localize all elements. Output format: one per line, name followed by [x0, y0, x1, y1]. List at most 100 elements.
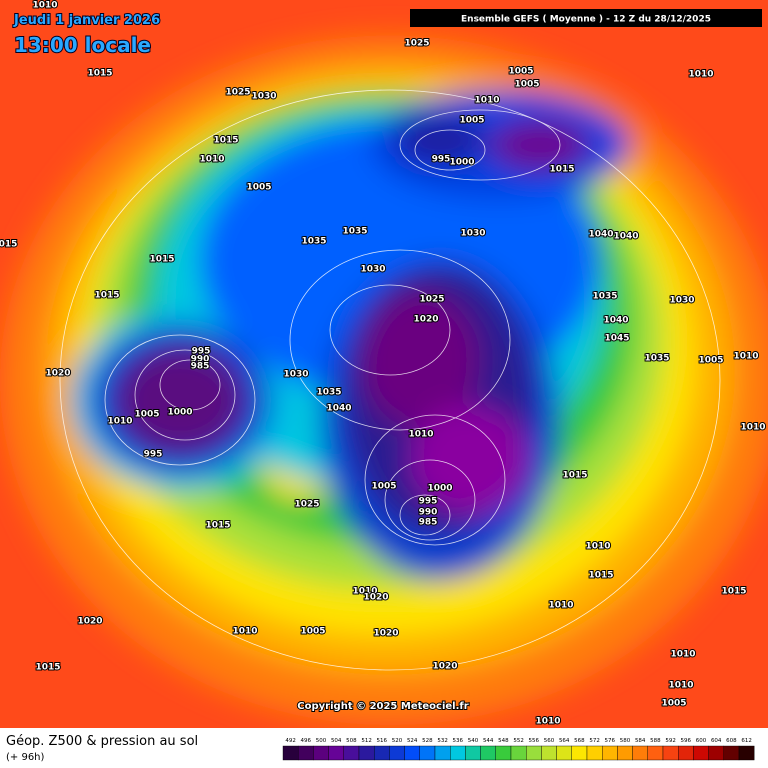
colorbar-label: 560	[544, 738, 555, 744]
isobar-label: 995	[192, 347, 211, 357]
isobar-label: 1010	[32, 1, 57, 11]
copyright: Copyright © 2025 Meteociel.fr	[297, 701, 468, 712]
isobar-label: 1015	[205, 521, 230, 531]
run-title: Ensemble GEFS ( Moyenne ) - 12 Z du 28/1…	[461, 15, 711, 25]
colorbar-label: 516	[377, 738, 388, 744]
isobar-label: 1015	[549, 165, 574, 175]
isobar-label: 1010	[232, 627, 257, 637]
isobar-label: 1005	[459, 116, 484, 126]
isobar-label: 990	[191, 355, 210, 365]
colorbar-label: 492	[285, 738, 296, 744]
isobar-label: 1030	[251, 92, 276, 102]
colorbar-label: 524	[407, 738, 418, 744]
isobar-label: 1000	[167, 408, 192, 418]
isobar-label: 1010	[688, 70, 713, 80]
colorbar-label: 592	[665, 738, 676, 744]
colorbar-swatch	[617, 745, 633, 761]
isobar-label: 1045	[604, 334, 629, 344]
colorbar-label: 564	[559, 738, 570, 744]
colorbar-label: 520	[392, 738, 403, 744]
colorbar-swatch	[662, 745, 679, 761]
colorbar-swatch	[434, 745, 451, 761]
isobar-label: 1020	[413, 315, 438, 325]
colorbar-swatch	[693, 745, 709, 761]
colorbar-label: 604	[711, 738, 722, 744]
isobar-label: 1025	[404, 39, 429, 49]
isobar-label: 1010	[670, 650, 695, 660]
isobar-label: 1010	[740, 423, 765, 433]
colorbar-swatch	[571, 745, 588, 761]
colorbar-swatch	[510, 745, 527, 761]
colorbar-label: 568	[574, 738, 585, 744]
isobar-label: 1015	[87, 69, 112, 79]
isobar-label: 1005	[134, 410, 159, 420]
colorbar-swatch	[404, 745, 421, 761]
isobar-label: 985	[191, 362, 210, 372]
colorbar-swatch	[495, 745, 512, 761]
colorbar-label: 540	[468, 738, 479, 744]
isobar-label: 1010	[548, 601, 573, 611]
isobar-label: 995	[144, 450, 163, 460]
colorbar-swatch	[647, 745, 664, 761]
isobar-label: 1035	[644, 354, 669, 364]
run-box	[410, 9, 762, 27]
colorbar-swatch	[480, 745, 497, 761]
isobar-label: 1005	[698, 356, 723, 366]
colorbar-label: 532	[437, 738, 448, 744]
isobar-label: 1005	[371, 482, 396, 492]
isobar-labels: 1010 1025 1015 1005 1010 1005 1025 1030 1010 1005…	[0, 0, 767, 728]
isobar-label: 1020	[45, 369, 70, 379]
isobar-label: 1035	[316, 388, 341, 398]
isobar-label: 1030	[669, 296, 694, 306]
isobar-label: 1035	[301, 237, 326, 247]
isobar-label: 1010	[408, 430, 433, 440]
colorbar-swatch	[586, 745, 603, 761]
isobar-label: 995	[432, 155, 451, 165]
colorbar-swatch	[723, 745, 740, 761]
isobar-label: 1015	[721, 587, 746, 597]
colorbar-swatch	[389, 745, 405, 761]
colorbar: 492 496 500 504 508 512 516 520 524 528 532 536 540 5…	[282, 738, 755, 761]
isobar-label: 1020	[77, 617, 102, 627]
colorbar-label: 556	[529, 738, 540, 744]
colorbar-label: 536	[453, 738, 464, 744]
isobar-label: 1000	[449, 158, 474, 168]
colorbar-label: 576	[605, 738, 616, 744]
colorbar-label: 596	[681, 738, 692, 744]
colorbar-swatch	[556, 745, 572, 761]
isobar-label: 1025	[419, 295, 444, 305]
time: 13:00 locale	[14, 33, 151, 57]
isobar-label: 1015	[588, 571, 613, 581]
isobar-label: 1010	[535, 717, 560, 727]
isobar-label: 1025	[294, 500, 319, 510]
isobar-label: 1015	[149, 255, 174, 265]
isobar-label: 1010	[474, 96, 499, 106]
isobar-label: 1010	[733, 352, 758, 362]
isobar-label: 1015	[35, 663, 60, 673]
colorbar-label: 528	[422, 738, 433, 744]
isobar-label: 1030	[283, 370, 308, 380]
footer-title: Géop. Z500 & pression au sol	[6, 734, 198, 749]
isobar-label: 1010	[585, 542, 610, 552]
colorbar-swatch	[313, 745, 329, 761]
colorbar-swatch	[678, 745, 694, 761]
isobar-label: 1015	[213, 136, 238, 146]
isobar-label: 1005	[661, 699, 686, 709]
colorbar-swatch	[526, 745, 542, 761]
colorbar-swatch	[282, 745, 299, 761]
isobar-label: 1015	[94, 291, 119, 301]
isobar-label: 1030	[460, 229, 485, 239]
isobar-label: 1005	[508, 67, 533, 77]
isobar-label: 1040	[613, 232, 638, 242]
footer-subtitle: (+ 96h)	[6, 752, 45, 763]
colorbar-label: 500	[316, 738, 327, 744]
colorbar-label: 544	[483, 738, 494, 744]
colorbar-label: 572	[589, 738, 600, 744]
colorbar-swatch	[602, 745, 618, 761]
colorbar-swatch	[708, 745, 724, 761]
isobar-label: 1010	[199, 155, 224, 165]
colorbar-swatch	[358, 745, 375, 761]
colorbar-swatch	[328, 745, 345, 761]
colorbar-swatch	[419, 745, 436, 761]
